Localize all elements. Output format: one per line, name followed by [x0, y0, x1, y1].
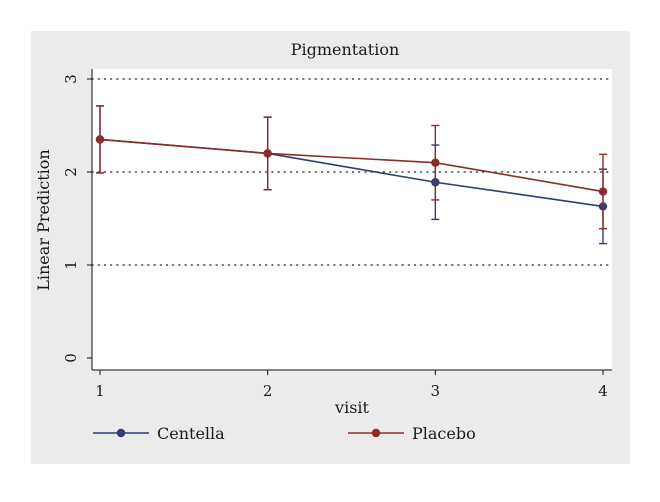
axes: 0 1 2 3 1 2 3 4: [62, 69, 612, 400]
y-axis-label: Linear Prediction: [34, 149, 53, 290]
legend-marker-placebo: [371, 428, 381, 438]
line-placebo: [99, 138, 604, 193]
x-axis-label: visit: [334, 398, 369, 417]
y-tick-label-1: 1: [62, 260, 80, 270]
legend-item-centella: Centella: [93, 424, 225, 443]
y-tick-label-3: 3: [62, 74, 80, 84]
legend-label-placebo: Placebo: [412, 424, 476, 443]
chart-title: Pigmentation: [291, 40, 400, 59]
x-tick-label-2: 2: [263, 382, 273, 400]
plot-area: [92, 69, 612, 370]
series-placebo: [95, 105, 608, 230]
legend-item-placebo: Placebo: [348, 424, 476, 443]
x-tick-label-4: 4: [598, 382, 608, 400]
point-placebo-4: [598, 187, 608, 196]
y-tick-label-0: 0: [62, 353, 80, 363]
point-placebo-2: [263, 149, 272, 158]
x-tick-label-1: 1: [95, 382, 105, 400]
point-placebo-3: [431, 158, 440, 167]
series: [95, 105, 608, 245]
gridlines: [91, 78, 613, 266]
x-tick-label-3: 3: [431, 382, 441, 400]
legend-marker-centella: [116, 428, 126, 438]
legend: Centella Placebo: [93, 424, 476, 443]
y-tick-label-2: 2: [62, 167, 80, 177]
legend-label-centella: Centella: [157, 424, 225, 443]
point-placebo-1: [95, 135, 105, 144]
